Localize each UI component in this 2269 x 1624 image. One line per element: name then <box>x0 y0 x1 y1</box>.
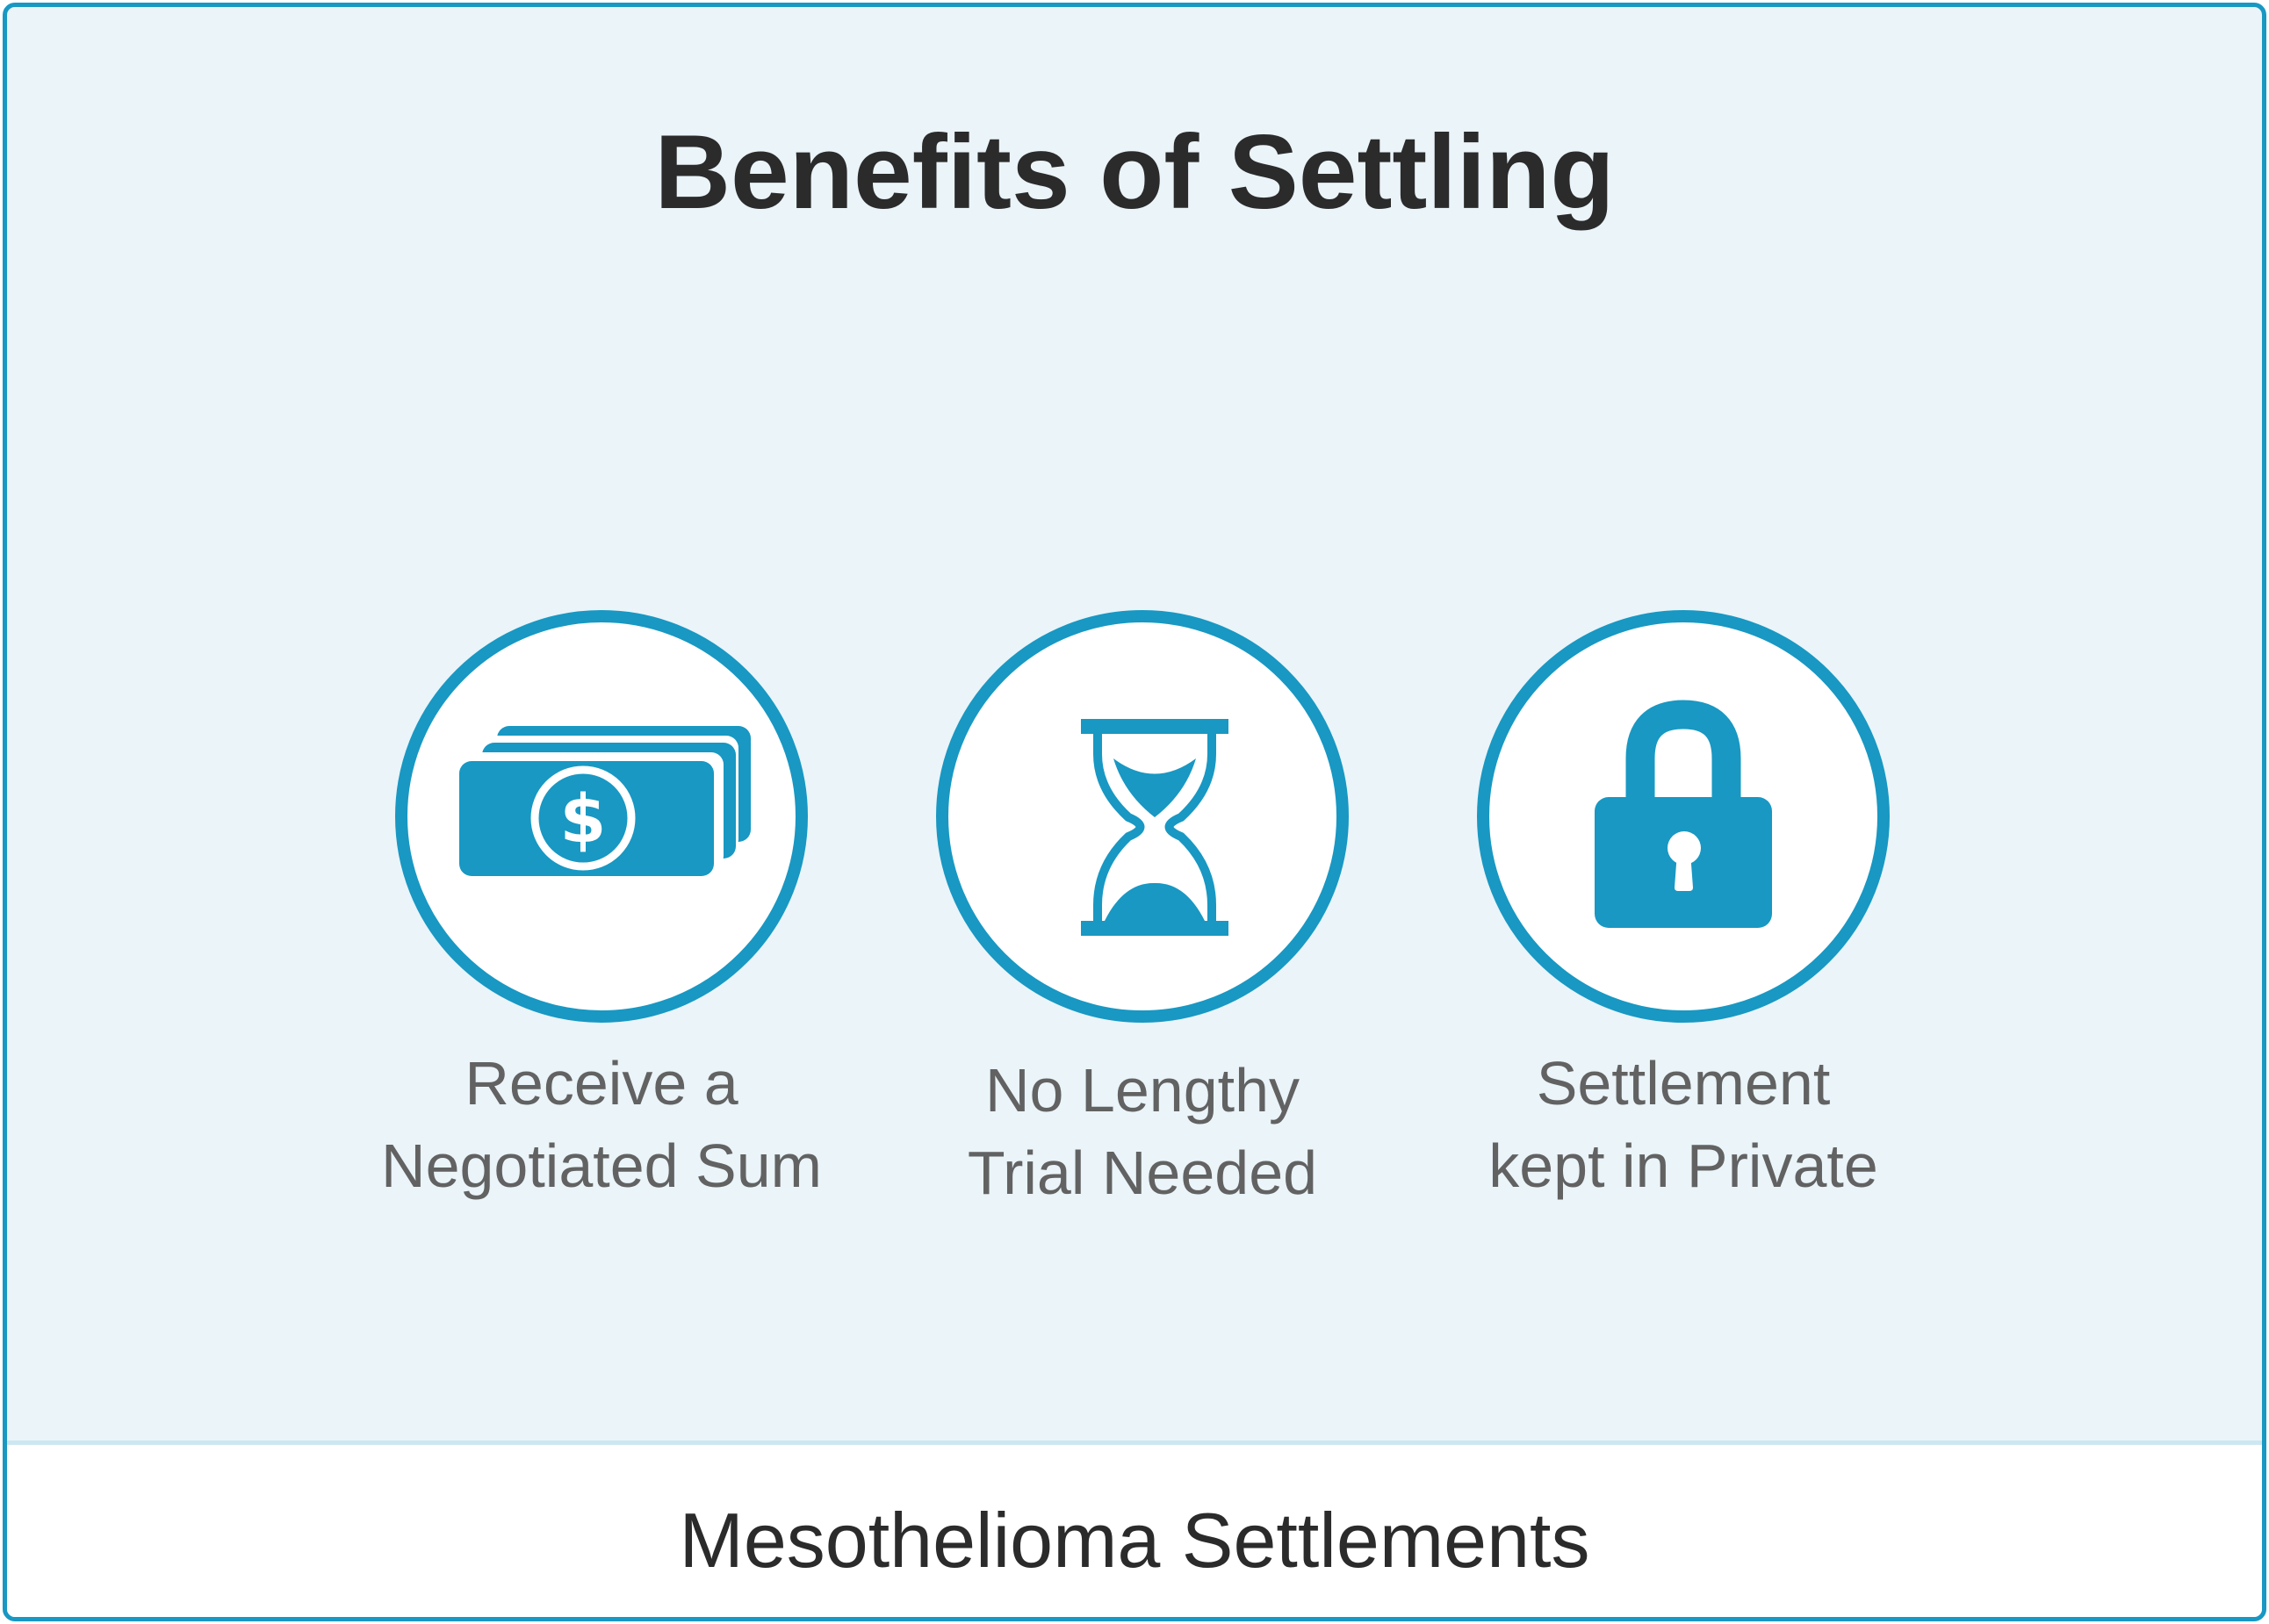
money-icon-circle: $ <box>395 610 808 1023</box>
benefit-label-line2: Trial Needed <box>967 1139 1318 1207</box>
benefit-label-line2: Negotiated Sum <box>381 1132 822 1200</box>
benefit-label: Receive a Negotiated Sum <box>321 1042 882 1207</box>
benefit-label-line1: Receive a <box>465 1049 738 1117</box>
footer-title: Mesothelioma Settlements <box>679 1497 1590 1584</box>
benefit-label: Settlement kept in Private <box>1402 1042 1964 1207</box>
money-icon: $ <box>459 726 751 876</box>
benefit-label-line1: No Lengthy <box>984 1056 1300 1125</box>
lock-icon <box>1595 700 1772 928</box>
footer: Mesothelioma Settlements <box>7 1441 2262 1617</box>
hourglass-icon <box>1081 719 1228 936</box>
benefit-label-line1: Settlement <box>1536 1049 1831 1117</box>
page-title: Benefits of Settling <box>654 113 1615 231</box>
benefit-label-line2: kept in Private <box>1488 1132 1878 1200</box>
infographic-card: Benefits of Settling $ Receive a Negotia… <box>3 3 2266 1621</box>
svg-text:$: $ <box>560 780 607 858</box>
hourglass-icon-circle <box>936 610 1349 1023</box>
lock-icon-circle <box>1477 610 1890 1023</box>
benefit-label: No Lengthy Trial Needed <box>861 1049 1423 1214</box>
